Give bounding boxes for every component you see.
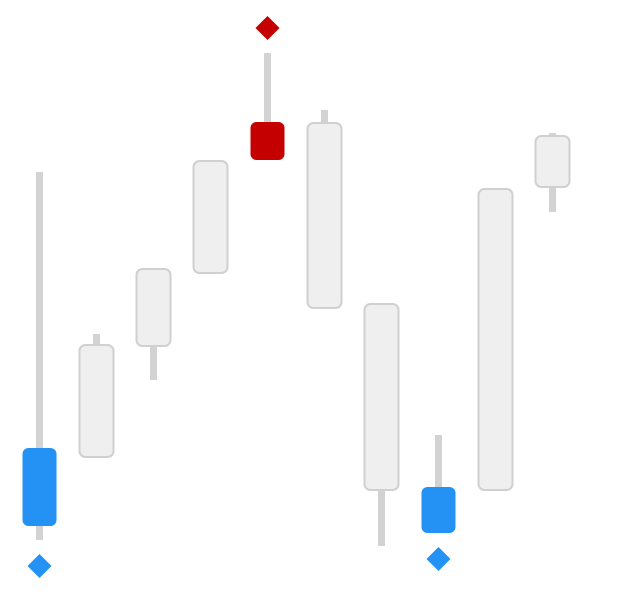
candle-9 bbox=[534, 133, 571, 212]
candle-7 bbox=[421, 435, 456, 533]
candle-3 bbox=[192, 160, 229, 274]
candle-body bbox=[306, 122, 343, 309]
diamond-marker-below-7 bbox=[426, 547, 451, 571]
candle-body bbox=[22, 448, 57, 526]
diamond-marker-below-0 bbox=[27, 554, 52, 578]
candle-body bbox=[135, 268, 172, 347]
candle-1 bbox=[78, 334, 115, 458]
candle-wick bbox=[435, 435, 442, 533]
candle-body bbox=[534, 135, 571, 188]
candle-0 bbox=[22, 172, 57, 540]
candle-6 bbox=[363, 303, 400, 546]
candle-body bbox=[78, 344, 115, 458]
candle-body bbox=[250, 122, 285, 160]
candle-wick bbox=[36, 172, 43, 540]
candle-5 bbox=[306, 110, 343, 309]
candle-body bbox=[192, 160, 229, 274]
candle-4 bbox=[250, 53, 285, 160]
candle-wick bbox=[264, 53, 271, 160]
candle-body bbox=[363, 303, 400, 491]
candle-2 bbox=[135, 268, 172, 380]
candle-8 bbox=[477, 188, 514, 491]
candle-body bbox=[477, 188, 514, 491]
candle-body bbox=[421, 487, 456, 533]
diamond-marker-above-4 bbox=[255, 16, 280, 40]
